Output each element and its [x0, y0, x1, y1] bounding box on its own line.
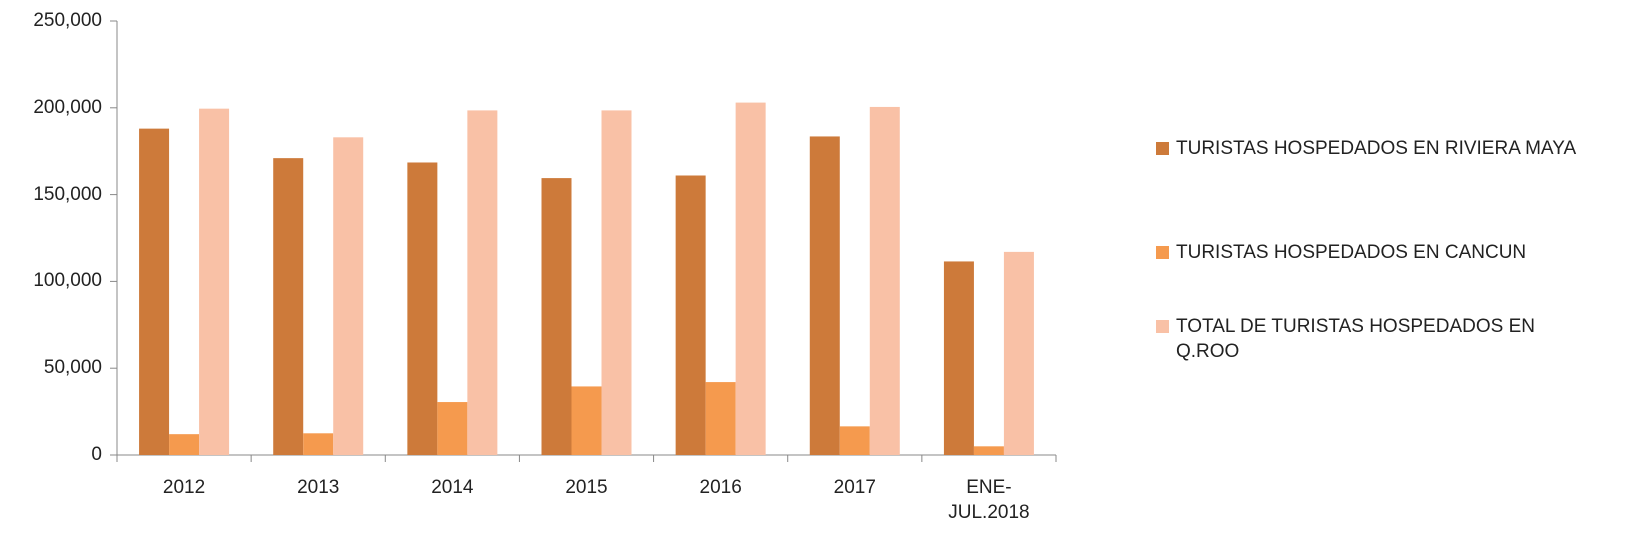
bar [303, 433, 334, 455]
bar [839, 426, 870, 455]
bar [139, 128, 170, 455]
y-tick-label: 0 [91, 444, 102, 465]
legend-item: TURISTAS HOSPEDADOS EN CANCUN [1156, 240, 1596, 265]
bar [1003, 251, 1034, 455]
y-tick-label: 100,000 [33, 270, 102, 292]
bar [809, 136, 840, 455]
bar [199, 108, 230, 455]
bar [869, 106, 900, 455]
x-tick-label: ENE-JUL.2018 [948, 477, 1030, 523]
x-tick-label: 2016 [699, 477, 742, 498]
bar [675, 175, 706, 455]
bar [705, 382, 736, 455]
bar [943, 261, 974, 455]
bar [571, 386, 602, 455]
x-tick-label: 2017 [833, 477, 876, 498]
legend-swatch [1156, 320, 1169, 333]
bar [407, 162, 438, 455]
legend-label: TOTAL DE TURISTAS HOSPEDADOS EN Q.ROO [1176, 316, 1535, 362]
x-tick-label: 2014 [431, 477, 474, 498]
bar [973, 446, 1004, 455]
y-tick-label: 200,000 [33, 96, 102, 118]
x-tick-label: 2013 [297, 477, 340, 498]
legend-swatch [1156, 142, 1169, 155]
legend-item: TURISTAS HOSPEDADOS EN RIVIERA MAYA [1156, 136, 1596, 161]
y-tick-label: 150,000 [33, 183, 102, 205]
bar [169, 434, 200, 455]
bar [437, 402, 468, 455]
bar [735, 102, 766, 455]
x-tick-label: 2015 [565, 477, 608, 498]
y-tick-label: 50,000 [43, 357, 102, 379]
legend-swatch [1156, 246, 1169, 259]
bar [273, 158, 304, 456]
y-tick-label: 250,000 [33, 10, 102, 31]
bar [333, 137, 364, 455]
x-tick-label: 2012 [162, 477, 206, 498]
legend-item: TOTAL DE TURISTAS HOSPEDADOS EN Q.ROO [1156, 314, 1596, 364]
bar [467, 110, 498, 456]
legend-label: TURISTAS HOSPEDADOS EN RIVIERA MAYA [1176, 138, 1577, 159]
legend-label: TURISTAS HOSPEDADOS EN CANCUN [1176, 242, 1527, 263]
bar [541, 178, 572, 455]
bar [601, 110, 632, 456]
